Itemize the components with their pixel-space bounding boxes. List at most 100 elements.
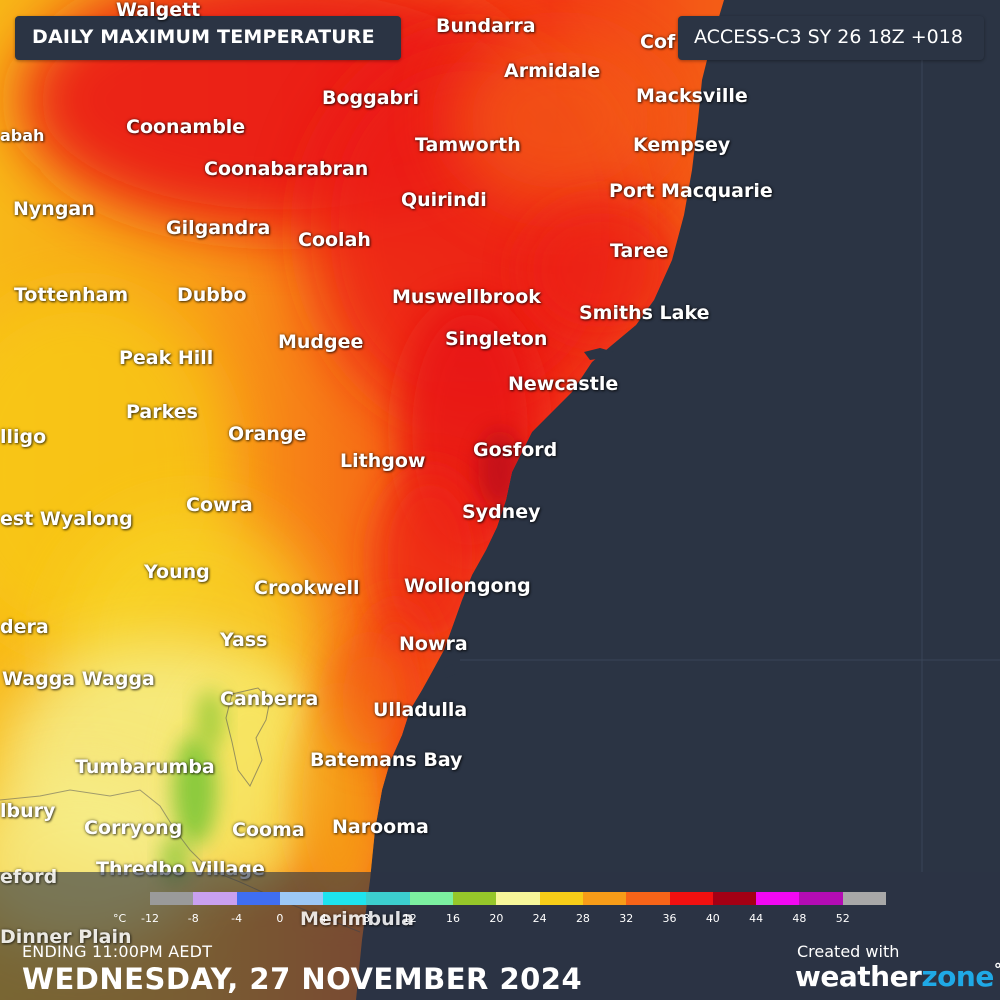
legend-tick-label: 8	[362, 912, 370, 925]
place-label: Newcastle	[508, 373, 619, 395]
logo-mark: °	[993, 960, 1000, 979]
forecast-date: WEDNESDAY, 27 NOVEMBER 2024	[22, 962, 583, 996]
place-label: Tamworth	[415, 134, 521, 156]
legend-swatch	[366, 892, 410, 905]
place-label: Tumbarumba	[75, 756, 215, 778]
legend-tick-label: 24	[532, 912, 547, 925]
legend-tick-label: -4	[231, 912, 243, 925]
act-border	[225, 687, 271, 787]
period-label: ENDING 11:00PM AEDT	[22, 942, 213, 961]
legend-swatch	[799, 892, 843, 905]
place-label: Coonabarabran	[204, 158, 369, 180]
place-label: Sydney	[462, 501, 541, 523]
legend-swatch	[193, 892, 237, 905]
place-label: Armidale	[504, 60, 601, 82]
legend-tick-label: 0	[276, 912, 284, 925]
place-label: Cooma	[232, 819, 305, 841]
legend-tick-label: 44	[749, 912, 764, 925]
logo-accent-text: zone	[921, 960, 994, 993]
legend-tick-label: 32	[619, 912, 634, 925]
map-title-label: DAILY MAXIMUM TEMPERATURE	[15, 16, 401, 60]
place-label: Boggabri	[322, 87, 420, 109]
legend-tick-label: 12	[402, 912, 417, 925]
place-label: Gilgandra	[166, 217, 271, 239]
place-label: Lithgow	[340, 450, 426, 472]
place-label: Nowra	[399, 633, 468, 655]
legend-swatch	[669, 892, 713, 905]
legend-tick-label: 16	[446, 912, 461, 925]
place-label: Cowra	[186, 494, 253, 516]
created-with-label: Created with	[797, 942, 900, 961]
legend-swatch	[150, 892, 194, 905]
legend-tick-label: 28	[575, 912, 590, 925]
place-label: abah	[0, 126, 45, 145]
place-label: Merimbula	[300, 908, 414, 930]
model-run-label: ACCESS-C3 SY 26 18Z +018	[678, 16, 984, 60]
place-label: Dinner Plain	[0, 926, 132, 948]
place-label: Taree	[610, 240, 669, 262]
place-label: Coolah	[298, 229, 371, 251]
place-label: Parkes	[126, 401, 198, 423]
place-label: Ulladulla	[373, 699, 468, 721]
place-label: Orange	[228, 423, 307, 445]
place-label: Corryong	[84, 817, 183, 839]
legend-swatch	[539, 892, 583, 905]
place-label: lligo	[0, 426, 47, 448]
coastal-lake	[584, 348, 614, 360]
legend-swatch	[236, 892, 280, 905]
place-label: Kempsey	[633, 134, 731, 156]
place-label: Singleton	[445, 328, 548, 350]
place-label: Peak Hill	[119, 347, 214, 369]
legend-tick-label: 40	[705, 912, 720, 925]
place-label: Tottenham	[14, 284, 129, 306]
place-label: Dubbo	[177, 284, 247, 306]
legend-swatch	[279, 892, 324, 905]
legend-tick-label: 52	[835, 912, 850, 925]
place-label: Muswellbrook	[392, 286, 541, 308]
legend-swatch	[842, 892, 887, 905]
place-label: Port Macquarie	[609, 180, 773, 202]
place-label: dera	[0, 616, 49, 638]
weatherzone-logo: weatherzone°	[795, 960, 1000, 993]
legend-tick-label: 20	[489, 912, 504, 925]
legend-swatch	[323, 892, 367, 905]
legend-tick-label: 4	[319, 912, 327, 925]
legend-tick-label: 48	[792, 912, 807, 925]
place-label: Narooma	[332, 816, 429, 838]
place-label: Cof	[640, 31, 676, 53]
legend-tick-label: -12	[141, 912, 159, 925]
legend-swatch	[626, 892, 670, 905]
place-label: Coonamble	[126, 116, 246, 138]
coastal-lake	[500, 516, 510, 528]
coastal-lake	[444, 664, 456, 678]
place-label: Batemans Bay	[310, 749, 463, 771]
legend-swatch	[496, 892, 540, 905]
place-label: Nyngan	[13, 198, 95, 220]
place-label: Quirindi	[401, 189, 487, 211]
place-label: Yass	[220, 629, 268, 651]
legend-swatch	[453, 892, 497, 905]
place-label: Crookwell	[254, 577, 360, 599]
place-label: Macksville	[636, 85, 748, 107]
legend-swatch	[712, 892, 757, 905]
place-label: eford	[0, 866, 58, 888]
legend-tick-label: 36	[662, 912, 677, 925]
place-label: Wagga Wagga	[2, 668, 155, 690]
legend-swatch	[756, 892, 800, 905]
temperature-legend: -12 -8 -4 0 4 8 12 16 20 24 28 32 36 40 44 48 52	[141, 892, 887, 932]
place-label: Bundarra	[436, 15, 536, 37]
place-label: Canberra	[220, 688, 319, 710]
legend-unit: °C	[113, 912, 127, 925]
place-label: Young	[144, 561, 210, 583]
legend-color-bar	[150, 892, 887, 905]
place-label: Wollongong	[404, 575, 531, 597]
place-label: est Wyalong	[0, 508, 133, 530]
place-label: lbury	[0, 800, 56, 822]
place-label: Smiths Lake	[579, 302, 710, 324]
legend-swatch	[409, 892, 454, 905]
legend-tick-label: -8	[187, 912, 199, 925]
logo-main-text: weather	[795, 960, 922, 993]
